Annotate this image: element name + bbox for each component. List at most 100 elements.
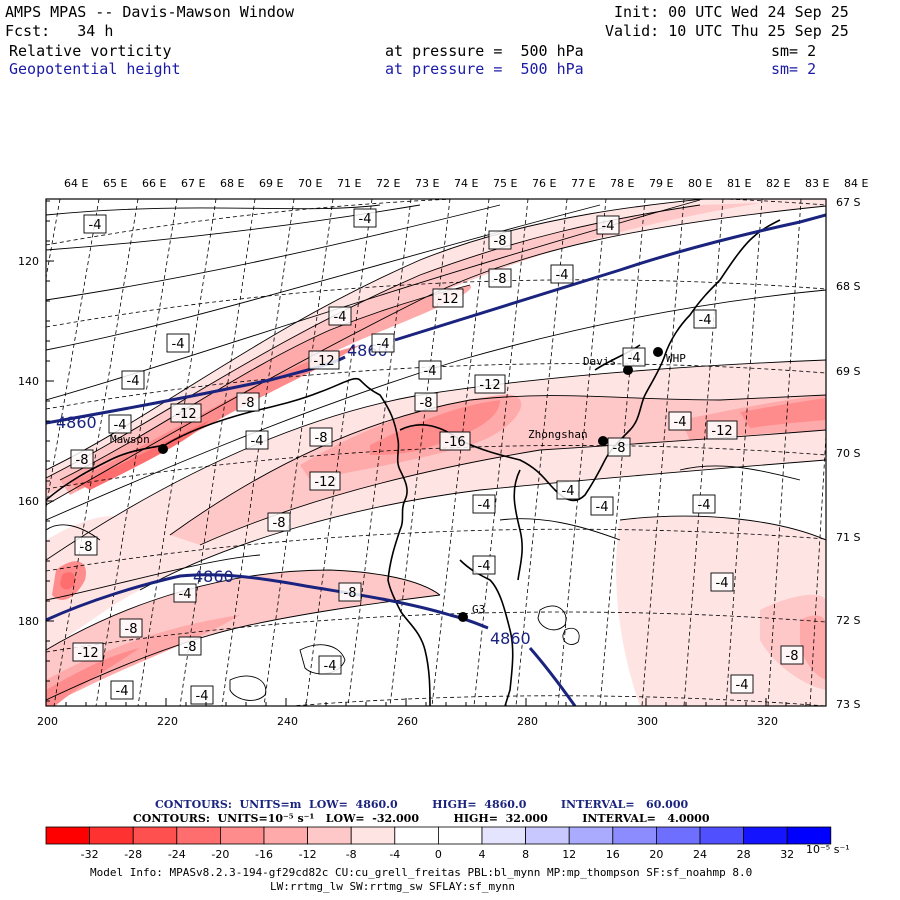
vorticity-label-text: -4 — [716, 576, 729, 591]
vorticity-label-text: -12 — [314, 475, 335, 490]
vorticity-label-text: -8 — [420, 396, 433, 411]
longitude-label: 66 E — [142, 177, 167, 190]
y-axis-tick-label: 120 — [18, 255, 39, 268]
station-label-mawson: Mawson — [110, 433, 150, 446]
vorticity-label-text: -4 — [251, 434, 264, 449]
field1-smoothing: sm= 2 — [771, 42, 817, 60]
vorticity-label: -4 — [353, 208, 377, 228]
longitude-label: 75 E — [493, 177, 518, 190]
vorticity-label: -4 — [550, 264, 574, 284]
vorticity-label-text: -4 — [172, 337, 185, 352]
longitude-label: 71 E — [337, 177, 362, 190]
vorticity-label-text: -12 — [711, 424, 732, 439]
colorbar-tick-label: -8 — [345, 848, 357, 861]
vorticity-label-text: -8 — [494, 234, 507, 249]
longitude-label: 78 E — [610, 177, 635, 190]
longitude-label: 83 E — [805, 177, 830, 190]
colorbar-swatch — [699, 826, 744, 845]
vorticity-label-text: -4 — [324, 659, 337, 674]
model-info-physics: LW:rrtmg_lw SW:rrtmg_sw SFLAY:sf_mynn — [270, 880, 516, 893]
contour-info-height: CONTOURS: UNITS=m LOW= 4860.0 HIGH= 4860… — [155, 798, 689, 811]
vorticity-label: -12 — [308, 350, 340, 370]
vorticity-label: -4 — [318, 655, 342, 675]
vorticity-label: -4 — [166, 333, 190, 353]
vorticity-label: -4 — [556, 480, 580, 500]
vorticity-label-text: -4 — [89, 218, 102, 233]
vorticity-label-text: -4 — [127, 374, 140, 389]
colorbar-swatch — [89, 826, 134, 845]
vorticity-label: -4 — [472, 494, 496, 514]
vorticity-label-text: -12 — [77, 646, 98, 661]
colorbar-tick-label: 16 — [605, 848, 620, 861]
station-mawson — [158, 444, 168, 454]
station-label-g3: G3 — [472, 603, 485, 616]
colorbar-tick-label: 8 — [522, 848, 530, 861]
longitude-label: 68 E — [220, 177, 245, 190]
axis-ticks — [45, 200, 827, 706]
longitude-label: 73 E — [415, 177, 440, 190]
colorbar-tick-label: -32 — [80, 848, 99, 861]
vorticity-label-text: -4 — [736, 678, 749, 693]
y-axis-tick-label: 140 — [18, 375, 39, 388]
vorticity-label-text: -4 — [114, 418, 127, 433]
vorticity-label: -12 — [474, 374, 506, 394]
vorticity-label-text: -8 — [315, 431, 328, 446]
vorticity-label-text: -4 — [424, 364, 437, 379]
valid-time: Valid: 10 UTC Thu 25 Sep 25 — [605, 22, 849, 40]
vorticity-label-text: -8 — [273, 516, 286, 531]
vorticity-label-text: -8 — [613, 441, 626, 456]
vorticity-label-text: -8 — [184, 640, 197, 655]
vorticity-label-text: -4 — [699, 313, 712, 328]
vorticity-label: -8 — [414, 392, 438, 412]
vorticity-label: -8 — [178, 636, 202, 656]
contour-info-vorticity: CONTOURS: UNITS=10⁻⁵ s⁻¹ LOW= -32.000 HI… — [133, 812, 710, 825]
vorticity-label: -8 — [70, 449, 94, 469]
model-info: Model Info: MPASv8.2.3-194-gf29cd82c CU:… — [90, 866, 753, 879]
vorticity-label: -8 — [309, 427, 333, 447]
vorticity-label: -4 — [472, 555, 496, 575]
station-label-davis: Davis — [583, 355, 616, 368]
colorbar-tick-label: -12 — [298, 848, 317, 861]
colorbar-swatch — [45, 826, 90, 845]
colorbar-swatch — [568, 826, 614, 845]
longitude-label: 70 E — [298, 177, 323, 190]
longitude-label: 64 E — [64, 177, 89, 190]
field2-name: Geopotential height — [9, 60, 181, 78]
vorticity-label-text: -4 — [334, 310, 347, 325]
colorbar-swatch — [219, 826, 265, 845]
vorticity-label-text: -4 — [698, 498, 711, 513]
longitude-label: 79 E — [649, 177, 674, 190]
colorbar-swatch — [132, 826, 178, 845]
colorbar-swatch — [656, 826, 701, 845]
vorticity-label: -4 — [590, 496, 614, 516]
vorticity-label: -4 — [83, 214, 107, 234]
field1-level: at pressure = 500 hPa — [385, 42, 584, 60]
colorbar-swatch — [525, 826, 570, 845]
colorbar-tick-label: 32 — [780, 848, 795, 861]
colorbar-swatch — [612, 826, 657, 845]
colorbar — [45, 826, 832, 845]
vorticity-label-text: -4 — [116, 684, 129, 699]
x-axis-tick-label: 200 — [37, 715, 58, 728]
vorticity-label: -8 — [607, 437, 631, 457]
y-axis-tick-label: 160 — [18, 495, 39, 508]
vorticity-label-text: -8 — [494, 272, 507, 287]
vorticity-label: -4 — [418, 360, 442, 380]
vorticity-label: -4 — [596, 215, 620, 235]
longitude-label: 84 E — [844, 177, 869, 190]
vorticity-label: -4 — [108, 414, 132, 434]
field1-name: Relative vorticity — [9, 42, 172, 60]
vorticity-labels: -4 -4 -4 -4 -4 -4 -4 -4 -4 -4 -4 -4 -4 -4 -4 -4 -4 -4 -4 -4… — [70, 208, 804, 705]
colorbar-tick-label: 28 — [736, 848, 751, 861]
colorbar-tick-label: -20 — [211, 848, 230, 861]
vorticity-label: -4 — [190, 685, 214, 705]
vorticity-label: -8 — [74, 536, 98, 556]
app-title: AMPS MPAS -- Davis-Mawson Window — [5, 3, 294, 21]
vorticity-label-text: -4 — [196, 689, 209, 704]
vorticity-label: -4 — [692, 494, 716, 514]
vorticity-label-text: -4 — [596, 500, 609, 515]
colorbar-tick-label: 24 — [693, 848, 707, 861]
vorticity-label: -12 — [72, 642, 104, 662]
vorticity-label: -8 — [267, 512, 291, 532]
colorbar-tick-label: -28 — [124, 848, 143, 861]
